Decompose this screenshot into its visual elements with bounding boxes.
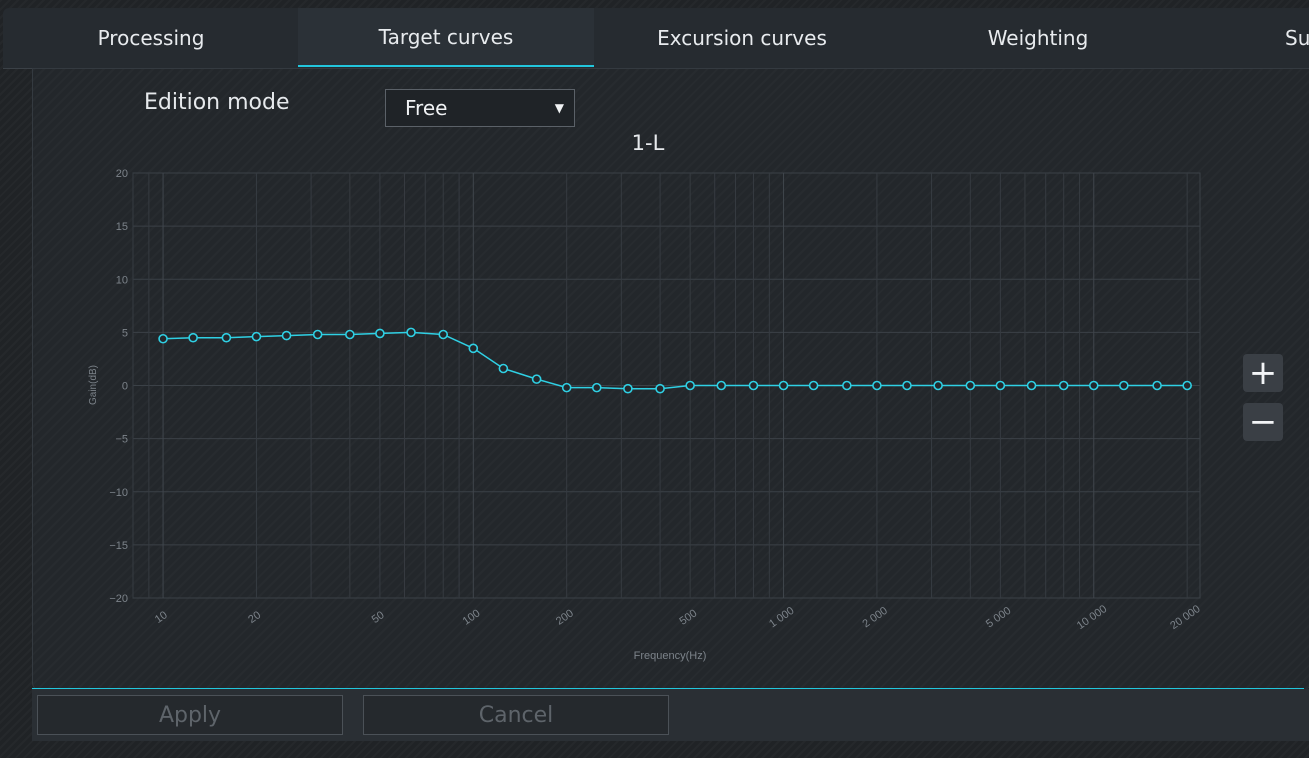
curve-point[interactable] xyxy=(281,330,292,341)
curve-point[interactable] xyxy=(685,380,695,391)
tab-excursion-curves[interactable]: Excursion curves xyxy=(594,8,890,67)
x-tick-label: 500 xyxy=(677,607,699,627)
x-tick-label: 5 000 xyxy=(984,605,1013,631)
curve-point[interactable] xyxy=(468,343,479,354)
zoom-out-button[interactable]: − xyxy=(1243,403,1283,441)
apply-button[interactable]: Apply xyxy=(37,695,343,735)
curve-point[interactable] xyxy=(1088,380,1099,391)
curve-point[interactable] xyxy=(1152,380,1162,391)
y-tick-label: 15 xyxy=(116,221,128,233)
y-tick-label: 0 xyxy=(122,381,128,393)
x-axis-ticks: 10 20 50 100 200 500 1 000 2 000 5 000 10 000 20 0… xyxy=(153,603,1203,632)
y-axis-ticks: 20 15 10 5 0 −5 −10 −15 −20 xyxy=(109,168,128,605)
curve-point[interactable] xyxy=(1119,380,1129,391)
y-tick-label: −10 xyxy=(109,487,128,499)
curve-point[interactable] xyxy=(312,329,323,340)
tab-target-curves[interactable]: Target curves xyxy=(298,8,594,67)
x-tick-label: 10 000 xyxy=(1075,603,1109,632)
curve-point[interactable] xyxy=(345,329,355,340)
plus-icon: + xyxy=(1248,353,1278,393)
minus-icon: − xyxy=(1248,402,1278,442)
edition-mode-select[interactable]: Free ▼ xyxy=(385,89,575,127)
curve-point[interactable] xyxy=(808,380,819,391)
curve-point[interactable] xyxy=(716,380,727,391)
y-tick-label: −20 xyxy=(109,593,128,605)
y-tick-label: 20 xyxy=(116,168,128,180)
y-tick-label: −15 xyxy=(109,540,128,552)
curve-point[interactable] xyxy=(1058,380,1069,391)
x-tick-label: 2 000 xyxy=(860,605,889,631)
y-tick-label: 10 xyxy=(116,274,128,286)
tab-label: Su xyxy=(1285,25,1309,50)
tab-processing[interactable]: Processing xyxy=(3,8,299,67)
curve-point[interactable] xyxy=(406,327,416,338)
footer-divider xyxy=(32,688,1304,689)
tab-label: Excursion curves xyxy=(657,25,827,50)
tab-summary[interactable]: Su xyxy=(1185,8,1309,67)
curve-point[interactable] xyxy=(561,382,572,393)
curve-point[interactable] xyxy=(623,383,633,394)
curve-point[interactable] xyxy=(842,380,852,391)
curve-points xyxy=(158,327,1192,394)
x-tick-label: 50 xyxy=(370,609,387,626)
chart-title: 1-L xyxy=(631,131,665,155)
curve-point[interactable] xyxy=(438,329,449,340)
curve-point[interactable] xyxy=(778,380,789,391)
curve-point[interactable] xyxy=(748,380,759,391)
tab-label: Target curves xyxy=(378,24,514,49)
cancel-button[interactable]: Cancel xyxy=(363,695,669,735)
curve-point[interactable] xyxy=(591,382,602,393)
curve-point[interactable] xyxy=(933,380,943,391)
curve-point[interactable] xyxy=(1182,380,1192,391)
tab-bar: Processing Target curves Excursion curve… xyxy=(3,8,1309,69)
x-tick-label: 1 000 xyxy=(767,605,796,631)
curve-point[interactable] xyxy=(221,332,232,343)
x-tick-label: 20 xyxy=(246,609,263,626)
x-tick-label: 200 xyxy=(554,607,576,627)
x-tick-label: 10 xyxy=(153,609,170,626)
tab-weighting[interactable]: Weighting xyxy=(890,8,1186,67)
tab-label: Weighting xyxy=(987,25,1089,50)
zoom-in-button[interactable]: + xyxy=(1243,354,1283,392)
curve-point[interactable] xyxy=(965,380,976,391)
y-axis-label: Gain(dB) xyxy=(88,365,99,405)
target-curves-panel xyxy=(32,68,1309,689)
curve-point[interactable] xyxy=(1026,380,1037,391)
y-tick-label: 5 xyxy=(122,327,128,339)
apply-label: Apply xyxy=(158,702,222,728)
curve-point[interactable] xyxy=(995,380,1006,391)
cancel-label: Cancel xyxy=(478,702,554,728)
curve-point[interactable] xyxy=(655,383,665,394)
edition-mode-value: Free xyxy=(405,96,448,120)
x-axis-label: Frequency(Hz) xyxy=(634,650,707,662)
curve-point[interactable] xyxy=(498,363,509,374)
x-tick-label: 20 000 xyxy=(1168,603,1202,632)
tab-label: Processing xyxy=(97,25,205,50)
curve-point[interactable] xyxy=(902,380,912,391)
curve-point[interactable] xyxy=(188,332,198,343)
edition-mode-label: Edition mode xyxy=(144,90,290,115)
x-tick-label: 100 xyxy=(461,607,483,627)
curve-point[interactable] xyxy=(531,374,542,384)
curve-point[interactable] xyxy=(375,328,385,339)
y-tick-label: −5 xyxy=(115,434,128,446)
curve-point[interactable] xyxy=(872,380,882,391)
dropdown-arrow-icon: ▼ xyxy=(554,101,564,115)
curve-point[interactable] xyxy=(251,331,262,342)
target-curve-line xyxy=(163,331,1188,390)
curve-point[interactable] xyxy=(158,333,168,344)
